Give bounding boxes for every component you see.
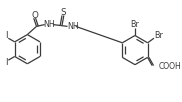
Text: I: I <box>5 31 7 40</box>
Text: Br: Br <box>154 31 163 40</box>
Text: O: O <box>31 11 38 20</box>
Text: I: I <box>5 58 7 67</box>
Text: Br: Br <box>130 20 139 29</box>
Text: S: S <box>60 8 66 17</box>
Text: NH: NH <box>67 22 79 31</box>
Text: COOH: COOH <box>159 62 181 71</box>
Text: NH: NH <box>43 20 55 29</box>
